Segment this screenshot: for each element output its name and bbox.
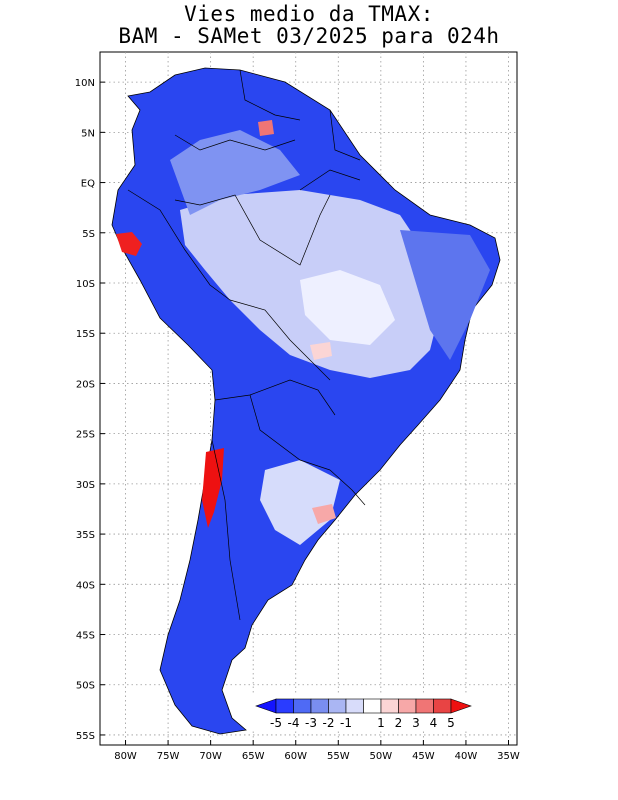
bias-region-white (300, 270, 395, 345)
lat-tick-label: 25S (76, 430, 95, 441)
legend-color-box (433, 698, 452, 714)
legend-label: -4 (288, 716, 300, 730)
legend-color-box (275, 698, 294, 714)
lat-tick-label: 50S (76, 681, 95, 692)
lat-tick-label: 30S (76, 480, 95, 491)
legend-color-box (345, 698, 364, 714)
lat-tick-label: EQ (81, 179, 95, 190)
lon-tick-label: 50W (370, 751, 393, 762)
bias-positive-andes (202, 448, 224, 528)
lat-tick-label: 10S (76, 279, 95, 290)
lon-tick-label: 65W (242, 751, 265, 762)
legend-colorbar: -5 -4 -3 -2 -1 1 2 3 4 5 (252, 695, 500, 731)
lon-tick-label: 35W (497, 751, 520, 762)
bias-region-east-mid (400, 230, 490, 360)
legend-label: -1 (340, 716, 352, 730)
legend-color-box (293, 698, 312, 714)
lon-tick-label: 55W (327, 751, 350, 762)
lon-tick-label: 60W (284, 751, 307, 762)
legend-label: -3 (305, 716, 317, 730)
lat-tick-label: 40S (76, 580, 95, 591)
bias-region-south-light (260, 460, 340, 545)
lat-tick-label: 10N (75, 78, 95, 89)
legend-color-box (380, 698, 399, 714)
lat-tick-label: 5N (81, 128, 95, 139)
legend-color-box (398, 698, 417, 714)
map-title-line1: Vies medio da TMAX: (184, 2, 434, 26)
lon-tick-label: 75W (157, 751, 180, 762)
lon-tick-label: 70W (199, 751, 222, 762)
legend-label: 2 (395, 716, 403, 730)
lon-tick-label: 45W (412, 751, 435, 762)
lat-tick-label: 35S (76, 530, 95, 541)
legend-color-box (310, 698, 329, 714)
legend-label: 4 (430, 716, 438, 730)
lon-tick-label: 80W (114, 751, 137, 762)
legend-color-box (415, 698, 434, 714)
bias-positive-spot3 (258, 120, 274, 136)
country-borders (127, 69, 366, 621)
lon-tick-label: 40W (455, 751, 478, 762)
legend-color-box (328, 698, 347, 714)
lat-tick-label: 5S (82, 229, 95, 240)
legend-label: -5 (270, 716, 282, 730)
legend-label: 5 (447, 716, 455, 730)
legend-label: -2 (323, 716, 335, 730)
legend-label: 3 (412, 716, 420, 730)
map-title-line2: BAM - SAMet 03/2025 para 024h (118, 24, 500, 48)
lat-tick-label: 55S (76, 731, 95, 742)
lat-tick-label: 45S (76, 631, 95, 642)
bias-positive-spot1 (310, 342, 332, 360)
legend-color-box (363, 698, 382, 714)
legend-arrow-high (450, 698, 472, 714)
bias-region-mid (170, 130, 300, 215)
legend-label: 1 (377, 716, 385, 730)
bias-positive-spot2 (312, 504, 336, 524)
bias-positive-peru (116, 232, 142, 256)
lat-tick-label: 20S (76, 379, 95, 390)
lat-tick-label: 15S (76, 329, 95, 340)
